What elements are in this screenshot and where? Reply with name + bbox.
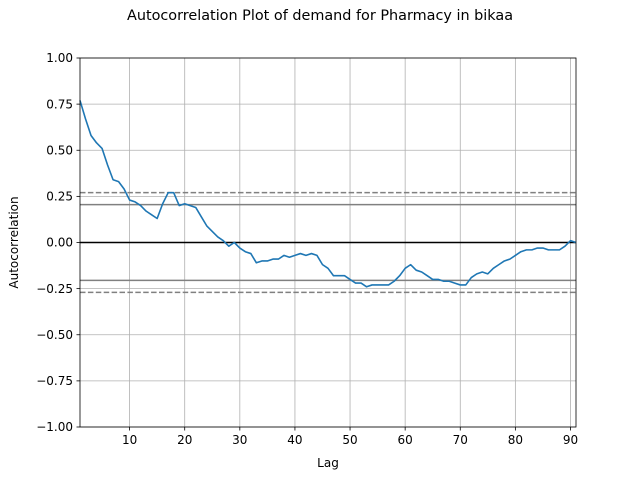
x-axis-label: Lag (317, 456, 339, 470)
y-tick-label: −0.25 (36, 282, 73, 296)
y-axis-label: Autocorrelation (7, 196, 21, 288)
y-tick-label: 1.00 (46, 51, 73, 65)
y-tick-label: 0.00 (46, 236, 73, 250)
y-tick-label: 0.75 (46, 97, 73, 111)
y-tick-label: 0.25 (46, 190, 73, 204)
y-tick-label: 0.50 (46, 143, 73, 157)
y-tick-labels: 1.00 0.75 0.50 0.25 0.00 −0.25 −0.50 −0.75 −1.00 (36, 51, 80, 434)
x-tick-label: 70 (453, 433, 468, 447)
x-tick-label: 20 (177, 433, 192, 447)
x-tick-label: 60 (398, 433, 413, 447)
y-tick-label: −0.50 (36, 328, 73, 342)
y-tick-label: −0.75 (36, 374, 73, 388)
x-tick-label: 90 (563, 433, 578, 447)
chart-title: Autocorrelation Plot of demand for Pharm… (126, 8, 514, 24)
reference-lines (80, 191, 576, 294)
x-tick-label: 10 (122, 433, 137, 447)
x-tick-label: 40 (287, 433, 302, 447)
x-tick-label: 50 (342, 433, 357, 447)
x-tick-label: 80 (508, 433, 523, 447)
x-tick-labels: 10 20 30 40 50 60 70 80 90 (122, 427, 578, 447)
y-tick-label: −1.00 (36, 420, 73, 434)
x-tick-label: 30 (232, 433, 247, 447)
series-layer (79, 100, 577, 288)
autocorrelation-series-line (79, 100, 577, 288)
